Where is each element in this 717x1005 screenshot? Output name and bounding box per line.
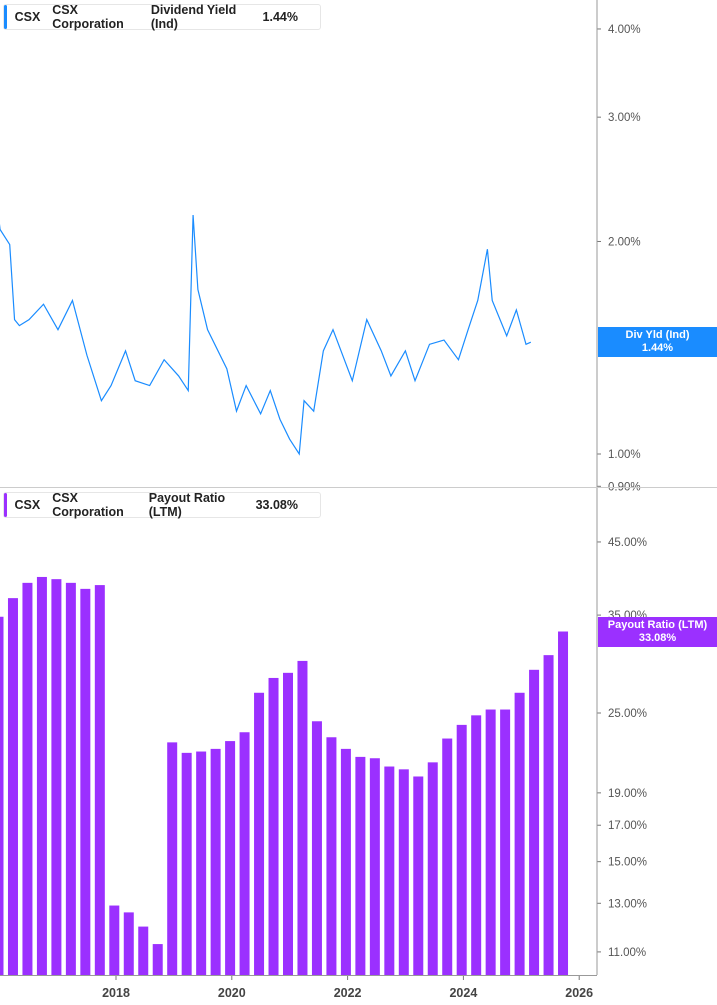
y-tick-label: 13.00%	[608, 898, 647, 910]
y-tick-label: 2.00%	[608, 236, 641, 248]
payout-ratio-bar	[268, 677, 279, 975]
dividend-yield-line	[0, 215, 532, 456]
y-tick-label: 11.00%	[608, 947, 646, 959]
payout-ratio-bar	[254, 692, 265, 975]
x-axis: 2018 2020 2022 2024 2026	[102, 975, 593, 1000]
payout-ratio-bar	[326, 737, 337, 975]
y-tick-label: 3.00%	[608, 112, 641, 124]
x-tick-label: 2022	[334, 986, 362, 1000]
payout-ratio-bar	[369, 758, 380, 975]
legend-value: 1.44%	[262, 10, 298, 24]
flag-label: Payout Ratio (LTM)	[607, 619, 708, 631]
flag-value: 1.44%	[641, 342, 674, 354]
payout-ratio-bar	[543, 655, 554, 975]
top-legend[interactable]: CSX CSX Corporation Dividend Yield (Ind)…	[3, 3, 321, 31]
payout-ratio-bar	[22, 582, 33, 975]
payout-ratio-bar	[7, 598, 18, 975]
flag-value: 33.08%	[638, 632, 677, 644]
y-tick-label: 25.00%	[608, 708, 647, 720]
legend-value: 33.08%	[255, 498, 298, 512]
payout-ratio-bar	[340, 748, 351, 975]
legend-company: CSX Corporation	[52, 491, 124, 519]
payout-ratio-bar	[123, 912, 134, 975]
y-tick-label: 17.00%	[608, 820, 647, 832]
payout-ratio-bar	[225, 741, 236, 975]
payout-ratio-bar	[283, 672, 293, 975]
legend-company: CSX Corporation	[52, 3, 124, 31]
x-tick-label: 2018	[102, 986, 130, 1000]
bottom-legend[interactable]: CSX CSX Corporation Payout Ratio (LTM) 3…	[3, 491, 321, 519]
payout-ratio-bar	[80, 588, 91, 975]
payout-ratio-bar	[210, 748, 221, 975]
flag-label: Div Yld (Ind)	[625, 329, 690, 341]
payout-ratio-price-flag: Payout Ratio (LTM) 33.08%	[598, 617, 717, 647]
legend-metric: Dividend Yield (Ind)	[150, 3, 237, 31]
dividend-yield-price-flag: Div Yld (Ind) 1.44%	[598, 327, 717, 357]
payout-ratio-bar	[138, 926, 149, 975]
payout-ratio-bar	[514, 692, 525, 975]
payout-ratio-bar	[36, 576, 47, 975]
y-tick-label: 19.00%	[608, 788, 647, 800]
payout-ratio-bar	[485, 709, 496, 975]
y-tick-label: 4.00%	[608, 24, 641, 36]
series-color-swatch	[4, 5, 7, 29]
payout-ratio-bar	[413, 776, 424, 975]
payout-ratio-bar	[558, 631, 569, 975]
payout-ratio-bar	[65, 582, 76, 975]
payout-ratio-bar	[181, 752, 192, 975]
y-tick-label: 1.00%	[608, 449, 641, 461]
payout-ratio-bar	[500, 709, 511, 975]
legend-metric: Payout Ratio (LTM)	[148, 491, 226, 519]
payout-ratio-bar	[456, 724, 467, 975]
x-tick-label: 2024	[449, 986, 477, 1000]
payout-ratio-bar	[311, 721, 322, 975]
dividend-yield-panel: 4.00%3.00%2.00%1.00%0.90%	[0, 24, 641, 493]
y-tick-label: 45.00%	[608, 537, 647, 549]
legend-ticker: CSX	[14, 10, 41, 24]
payout-ratio-bar	[109, 905, 120, 975]
payout-ratio-bar	[355, 756, 366, 975]
payout-ratio-bar	[384, 766, 395, 975]
payout-ratio-bar	[196, 751, 207, 975]
payout-ratio-bar	[529, 669, 540, 975]
payout-ratio-bar	[398, 769, 409, 975]
payout-ratio-bar	[471, 715, 482, 975]
payout-ratio-bar	[442, 738, 453, 975]
payout-ratio-bar	[152, 944, 163, 975]
x-tick-label: 2020	[218, 986, 246, 1000]
y-tick-label: 15.00%	[608, 857, 647, 869]
payout-ratio-bar	[297, 660, 308, 975]
payout-ratio-bar	[0, 616, 4, 975]
payout-ratio-bar	[239, 732, 250, 975]
series-color-swatch	[4, 493, 7, 517]
payout-ratio-bar	[51, 579, 62, 975]
payout-ratio-bar	[167, 742, 178, 975]
payout-ratio-panel: 45.00%35.00%25.00%19.00%17.00%15.00%13.0…	[0, 537, 647, 975]
legend-ticker: CSX	[14, 498, 41, 512]
x-tick-label: 2026	[565, 986, 593, 1000]
payout-ratio-bar	[427, 762, 438, 975]
payout-ratio-bar	[94, 585, 105, 975]
